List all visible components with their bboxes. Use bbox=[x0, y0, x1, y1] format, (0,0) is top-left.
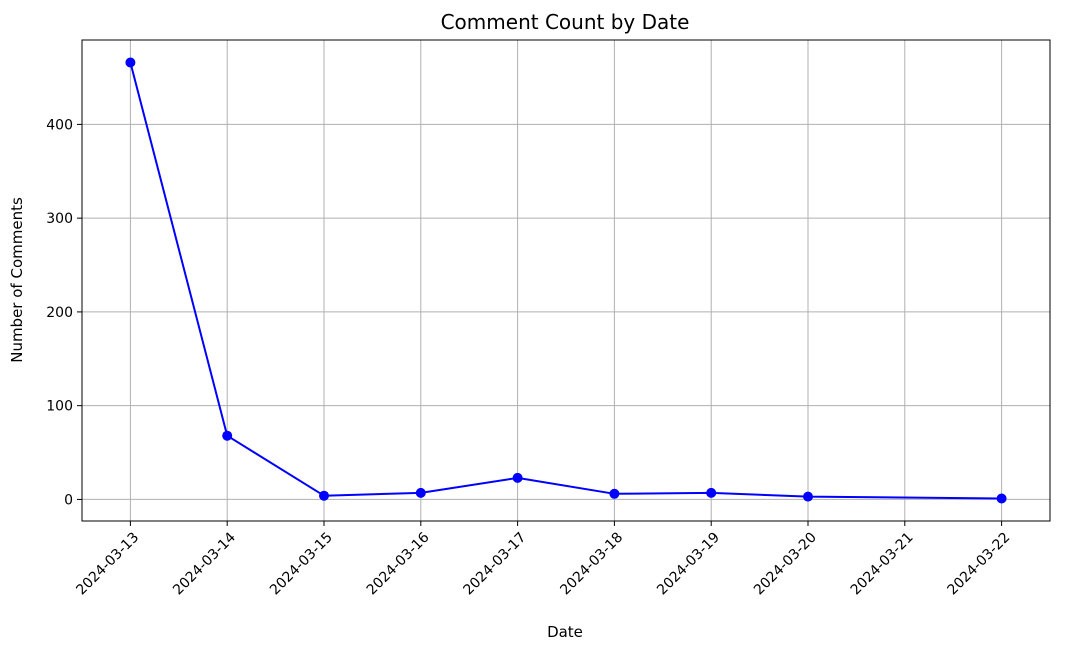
x-tick-label: 2024-03-17 bbox=[461, 530, 530, 599]
grid bbox=[82, 40, 1050, 521]
y-tick-label: 400 bbox=[46, 117, 73, 133]
chart-title: Comment Count by Date bbox=[441, 10, 690, 34]
y-axis: 0 100 200 300 400 bbox=[46, 117, 82, 508]
x-tick-label: 2024-03-22 bbox=[945, 530, 1014, 599]
y-tick-label: 0 bbox=[64, 492, 73, 508]
data-point bbox=[222, 430, 233, 441]
data-point bbox=[706, 487, 717, 498]
series-group bbox=[125, 57, 1007, 504]
x-tick-label: 2024-03-16 bbox=[364, 529, 433, 598]
x-axis: 2024-03-13 2024-03-14 2024-03-15 2024-03-16… bbox=[73, 521, 1013, 598]
data-point bbox=[609, 488, 620, 499]
data-point bbox=[996, 493, 1007, 504]
data-point bbox=[415, 487, 426, 498]
y-axis-label: Number of Comments bbox=[8, 197, 26, 363]
data-point bbox=[125, 57, 136, 68]
series-line bbox=[129, 62, 1002, 500]
x-tick-label: 2024-03-14 bbox=[170, 529, 239, 598]
y-tick-label: 200 bbox=[46, 305, 73, 321]
x-tick-label: 2024-03-15 bbox=[267, 530, 336, 599]
x-tick-label: 2024-03-21 bbox=[848, 530, 917, 599]
x-axis-label: Date bbox=[547, 623, 583, 641]
y-tick-label: 100 bbox=[46, 399, 73, 415]
x-tick-label: 2024-03-20 bbox=[751, 530, 820, 599]
x-tick-label: 2024-03-18 bbox=[557, 530, 626, 599]
plot-frame bbox=[81, 39, 1051, 522]
data-point bbox=[512, 472, 523, 483]
y-tick-label: 300 bbox=[46, 211, 73, 227]
data-point bbox=[803, 491, 813, 502]
data-point bbox=[319, 490, 329, 501]
x-tick-label: 2024-03-13 bbox=[73, 530, 142, 599]
x-tick-label: 2024-03-19 bbox=[654, 530, 723, 599]
